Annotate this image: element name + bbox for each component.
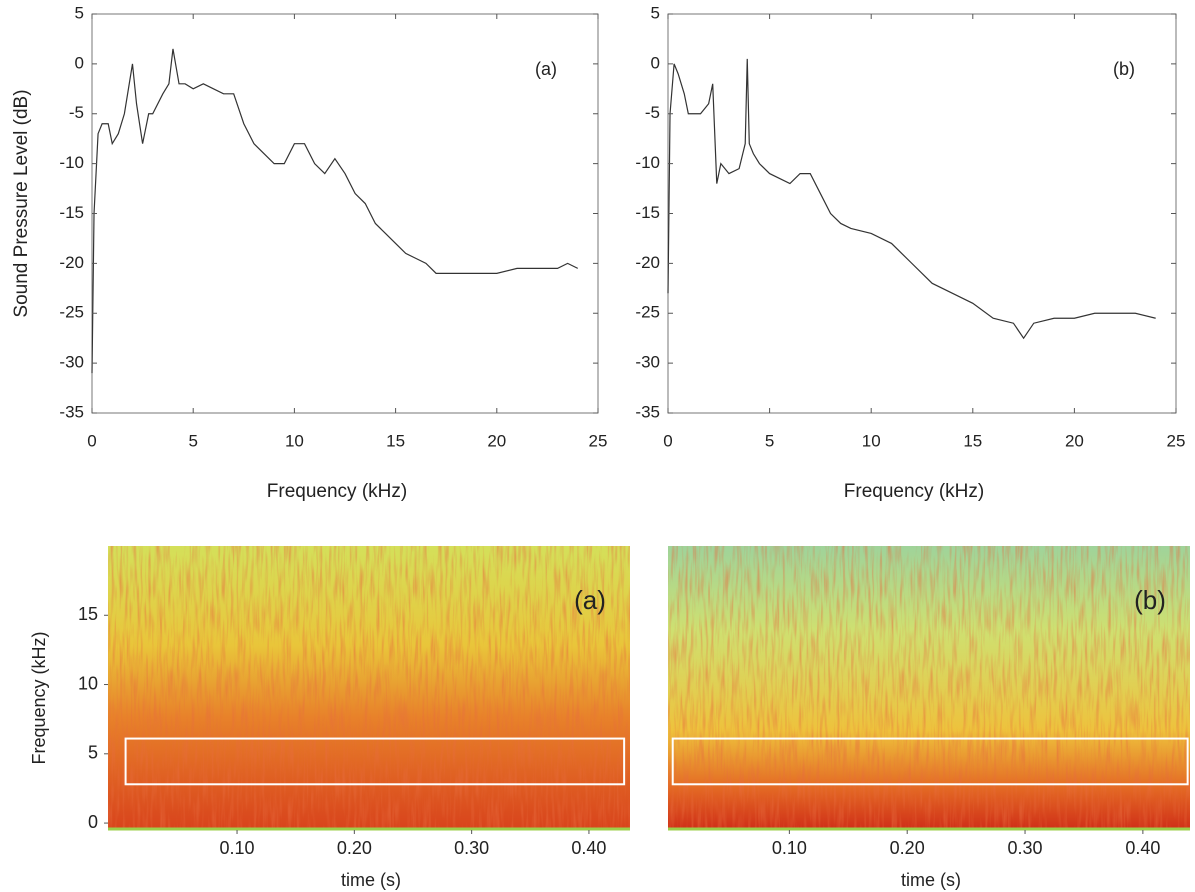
y-tick-label: 10 xyxy=(78,673,98,693)
y-tick-label: -5 xyxy=(645,103,660,122)
x-tick-label: 5 xyxy=(188,431,197,450)
x-axis-title: time (s) xyxy=(341,870,401,890)
x-tick-label: 5 xyxy=(765,431,774,450)
y-tick-label: -30 xyxy=(635,353,660,372)
x-axis-title: time (s) xyxy=(901,870,961,890)
y-tick-label: -5 xyxy=(69,103,84,122)
y-tick-label: 5 xyxy=(88,743,98,763)
x-tick-label: 0.30 xyxy=(454,838,489,858)
y-tick-label: 0 xyxy=(75,53,84,72)
y-tick-label: -15 xyxy=(635,203,660,222)
y-tick-label: 0 xyxy=(88,812,98,832)
x-tick-label: 0 xyxy=(663,431,672,450)
y-tick-label: 5 xyxy=(75,3,84,22)
panel-label: (a) xyxy=(574,585,606,615)
y-tick-label: -30 xyxy=(59,353,84,372)
x-tick-label: 0.30 xyxy=(1008,838,1043,858)
panel-label: (a) xyxy=(535,59,557,79)
y-tick-label: -25 xyxy=(59,303,84,322)
spectrum-line xyxy=(91,48,579,374)
x-tick-label: 0.20 xyxy=(890,838,925,858)
panel-label: (b) xyxy=(1113,59,1135,79)
x-tick-label: 15 xyxy=(386,431,405,450)
x-tick-label: 15 xyxy=(963,431,982,450)
plot-frame xyxy=(91,13,599,414)
spectrogram-texture xyxy=(108,546,630,830)
x-tick-label: 20 xyxy=(487,431,506,450)
y-tick-label: -35 xyxy=(59,402,84,421)
highlight-box xyxy=(671,737,1189,786)
x-tick-label: 0 xyxy=(87,431,96,450)
y-tick-label: 15 xyxy=(78,604,98,624)
x-tick-label: 25 xyxy=(1167,431,1186,450)
x-axis-title: Frequency (kHz) xyxy=(267,481,407,502)
y-axis-title: Sound Pressure Level (dB) xyxy=(11,89,32,317)
spectrum-line xyxy=(667,58,1156,340)
x-tick-label: 25 xyxy=(589,431,608,450)
y-tick-label: 0 xyxy=(651,53,660,72)
y-tick-label: 5 xyxy=(651,3,660,22)
x-tick-label: 0.10 xyxy=(772,838,807,858)
y-tick-label: -10 xyxy=(635,153,660,172)
y-tick-label: -20 xyxy=(59,253,84,272)
spectrogram-texture xyxy=(668,546,1190,830)
x-tick-label: 0.40 xyxy=(571,838,606,858)
y-axis-title: Frequency (kHz) xyxy=(29,631,49,764)
plot-frame xyxy=(667,13,1177,414)
panel-label: (b) xyxy=(1134,585,1166,615)
x-tick-label: 0.40 xyxy=(1125,838,1160,858)
y-tick-label: -35 xyxy=(635,402,660,421)
y-tick-label: -25 xyxy=(635,303,660,322)
x-axis-title: Frequency (kHz) xyxy=(844,481,984,502)
x-tick-label: 10 xyxy=(862,431,881,450)
x-tick-label: 10 xyxy=(285,431,304,450)
x-tick-label: 0.10 xyxy=(220,838,255,858)
y-tick-label: -15 xyxy=(59,203,84,222)
highlight-box xyxy=(124,737,626,786)
x-tick-label: 0.20 xyxy=(337,838,372,858)
x-tick-label: 20 xyxy=(1065,431,1084,450)
y-tick-label: -10 xyxy=(59,153,84,172)
y-tick-label: -20 xyxy=(635,253,660,272)
